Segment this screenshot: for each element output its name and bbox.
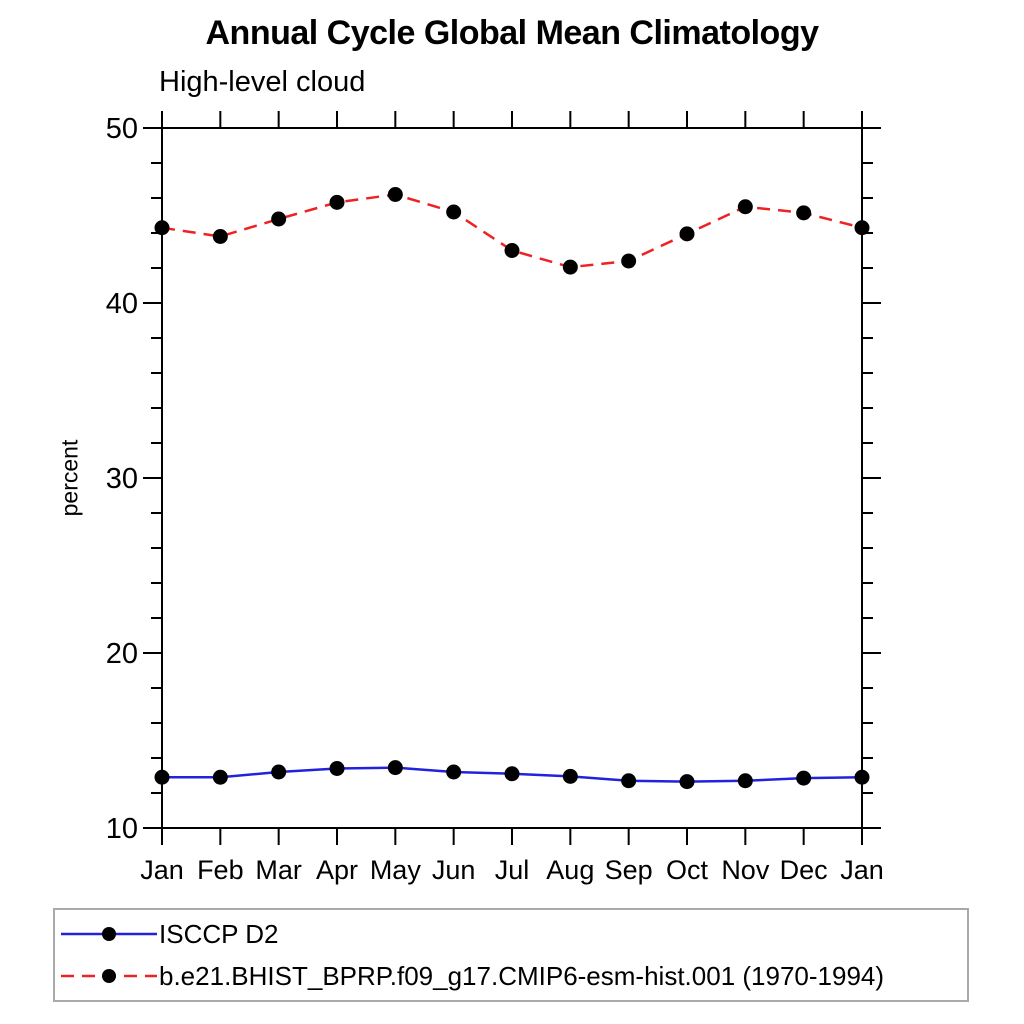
legend-marker xyxy=(102,927,116,941)
plot-frame xyxy=(161,127,863,829)
x-tick-label: Dec xyxy=(780,855,828,885)
x-tick-label: May xyxy=(370,855,422,885)
legend-line-sample-dashed-icon xyxy=(61,969,157,983)
data-point-marker xyxy=(679,226,695,242)
data-point-marker xyxy=(504,243,520,258)
chart-title: Annual Cycle Global Mean Climatology xyxy=(205,14,820,52)
data-point-marker xyxy=(329,194,345,210)
data-point-marker xyxy=(796,770,812,786)
y-tick-label: 50 xyxy=(106,113,138,145)
data-point-marker xyxy=(854,769,870,785)
y-tick-label: 20 xyxy=(106,638,138,670)
data-point-marker xyxy=(562,768,578,784)
data-point-marker xyxy=(212,769,228,785)
data-point-marker xyxy=(271,764,287,780)
legend-item-isccp-d2: ISCCP D2 xyxy=(59,913,965,955)
x-tick-label: Sep xyxy=(605,855,653,885)
x-tick-label: Feb xyxy=(197,855,244,885)
data-point-marker xyxy=(446,204,462,220)
x-tick-label: Jun xyxy=(432,855,476,885)
y-tick-label: 30 xyxy=(106,463,138,495)
y-tick-label: 40 xyxy=(106,288,138,320)
x-tick-label: Jan xyxy=(140,855,184,885)
data-point-marker xyxy=(621,253,637,269)
y-tick-label: 10 xyxy=(106,813,138,845)
data-point-marker xyxy=(621,773,637,789)
data-point-marker xyxy=(737,773,753,789)
data-point-marker xyxy=(854,220,870,236)
legend-item-model-run: b.e21.BHIST_BPRP.f09_g17.CMIP6-esm-hist.… xyxy=(59,955,965,997)
data-point-marker xyxy=(329,761,345,776)
legend-label: b.e21.BHIST_BPRP.f09_g17.CMIP6-esm-hist.… xyxy=(159,960,885,991)
x-tick-label: Nov xyxy=(721,855,770,885)
legend-marker xyxy=(102,969,116,983)
data-point-marker xyxy=(446,764,462,780)
x-tick-label: Apr xyxy=(316,855,358,885)
data-point-marker xyxy=(737,199,753,215)
data-point-marker xyxy=(504,766,520,782)
legend-label: ISCCP D2 xyxy=(159,918,279,949)
data-point-marker xyxy=(679,774,695,790)
legend-line-sample-solid-icon xyxy=(61,927,157,941)
data-point-marker xyxy=(154,220,170,236)
x-tick-label: Mar xyxy=(255,855,302,885)
data-point-marker xyxy=(212,229,228,244)
data-point-marker xyxy=(387,760,403,776)
data-point-marker xyxy=(562,259,578,275)
data-point-marker xyxy=(271,211,287,227)
data-point-marker xyxy=(387,187,403,202)
x-tick-label: Oct xyxy=(666,855,709,885)
x-tick-label: Jul xyxy=(495,855,530,885)
x-tick-label: Aug xyxy=(546,855,594,885)
x-tick-label: Jan xyxy=(840,855,884,885)
data-point-marker xyxy=(796,205,812,221)
chart-subtitle: High-level cloud xyxy=(159,66,366,98)
data-point-marker xyxy=(154,769,170,785)
legend: ISCCP D2 b.e21.BHIST_BPRP.f09_g17.CMIP6-… xyxy=(53,908,969,1002)
